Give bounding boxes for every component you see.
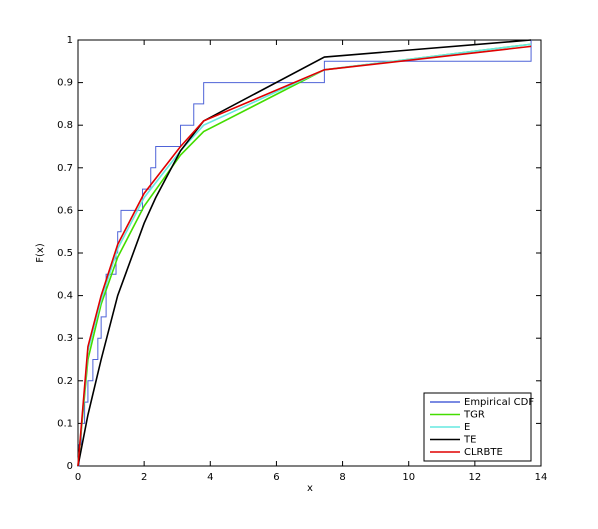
legend-label: TGR bbox=[463, 410, 485, 421]
y-tick-label: 0.6 bbox=[57, 205, 73, 216]
y-axis-label: F(x) bbox=[35, 243, 46, 263]
series-line bbox=[77, 43, 532, 467]
x-tick-label: 6 bbox=[273, 472, 279, 483]
legend-label: CLRBTE bbox=[464, 447, 503, 458]
series-line bbox=[77, 45, 532, 467]
x-tick-label: 0 bbox=[75, 472, 81, 483]
x-tick-label: 4 bbox=[207, 472, 213, 483]
x-tick-label: 8 bbox=[339, 472, 345, 483]
series-line bbox=[77, 39, 532, 467]
y-tick-label: 0.4 bbox=[57, 291, 73, 302]
legend-label: E bbox=[464, 422, 470, 433]
y-tick-label: 0.7 bbox=[57, 163, 73, 174]
step-line bbox=[78, 40, 532, 467]
y-tick-label: 0.1 bbox=[57, 418, 73, 429]
legend-label: Empirical CDF bbox=[464, 397, 534, 408]
x-axis-label: x bbox=[307, 483, 313, 494]
y-tick-label: 0.3 bbox=[57, 333, 73, 344]
y-tick-label: 0 bbox=[67, 461, 73, 472]
legend-label: TE bbox=[463, 435, 476, 446]
y-tick-label: 0.5 bbox=[57, 248, 73, 259]
series-line bbox=[77, 43, 532, 467]
x-tick-label: 14 bbox=[535, 472, 548, 483]
x-tick-label: 12 bbox=[468, 472, 481, 483]
x-tick-label: 10 bbox=[402, 472, 415, 483]
y-tick-label: 0.9 bbox=[57, 78, 73, 89]
x-tick-label: 2 bbox=[141, 472, 147, 483]
y-tick-label: 0.8 bbox=[57, 120, 73, 131]
y-tick-label: 1 bbox=[67, 35, 73, 46]
y-tick-label: 0.2 bbox=[57, 376, 73, 387]
